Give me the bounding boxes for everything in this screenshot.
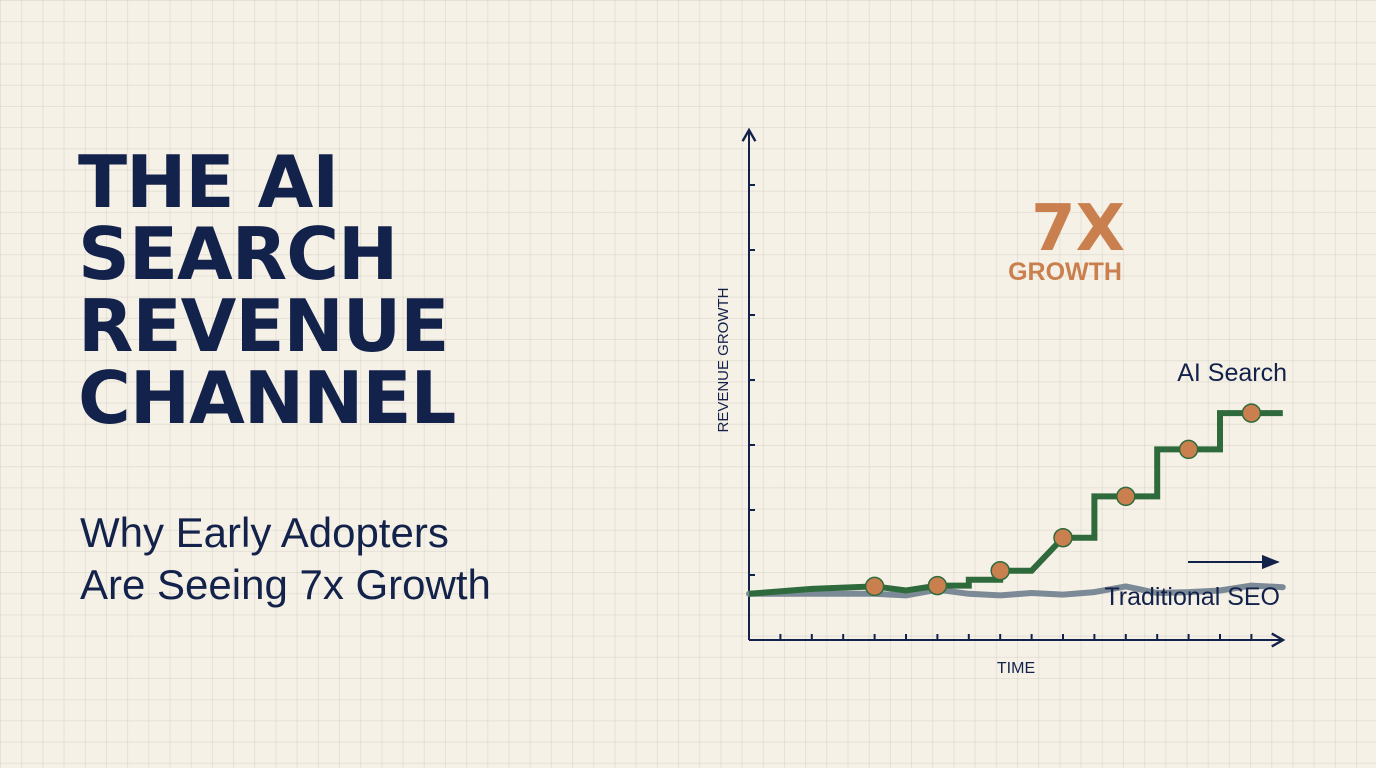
y-axis-label: REVENUE GROWTH: [715, 287, 732, 432]
subheadline: Why Early Adopters Are Seeing 7x Growth: [80, 507, 491, 611]
ai-search-markers: [864, 403, 1262, 597]
revenue-growth-chart: REVENUE GROWTH TIME 7X GROWTH AI Search …: [715, 127, 1287, 677]
ai-search-series-label: AI Search: [1177, 359, 1287, 387]
headline-line-4: CHANNEL: [78, 356, 456, 440]
growth-label: GROWTH: [1008, 258, 1122, 286]
ai-search-data-point: [1178, 439, 1199, 460]
x-axis-ticks: [779, 634, 1253, 640]
headline-line-1: THE AI: [78, 140, 339, 224]
x-axis-label: TIME: [997, 660, 1035, 677]
growth-multiplier: 7X: [1031, 192, 1125, 266]
headline: THE AI SEARCH REVENUE CHANNEL: [78, 140, 456, 440]
ai-search-data-point: [927, 575, 948, 596]
ai-search-data-point: [864, 576, 885, 597]
headline-line-2: SEARCH: [78, 212, 398, 296]
ai-search-data-point: [1241, 403, 1262, 423]
headline-line-3: REVENUE: [78, 284, 449, 368]
traditional-seo-series-line: [746, 582, 1286, 599]
subheadline-line-2: Are Seeing 7x Growth: [80, 561, 491, 608]
ai-search-data-point: [1116, 486, 1136, 507]
y-axis-ticks: [749, 184, 755, 576]
ai-search-series-line: [748, 410, 1283, 597]
subheadline-line-1: Why Early Adopters: [80, 509, 449, 556]
ai-search-data-point: [1053, 527, 1073, 548]
ai-search-data-point: [990, 560, 1010, 581]
traditional-seo-series-label: Traditional SEO: [1104, 583, 1280, 611]
